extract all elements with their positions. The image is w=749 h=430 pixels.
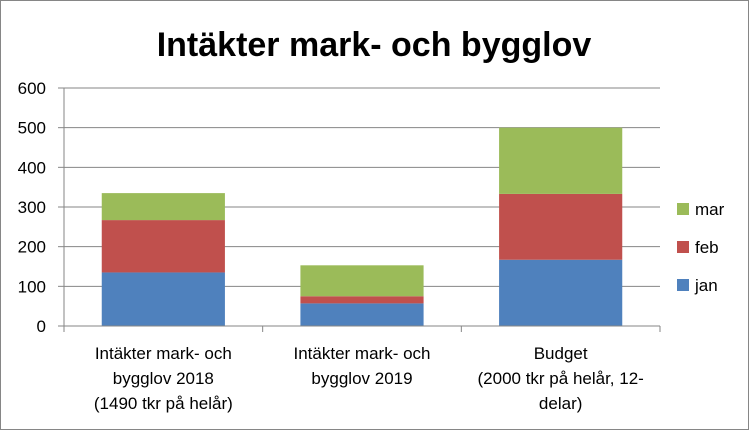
- bars: [101, 127, 623, 326]
- bar-segment-feb: [101, 220, 225, 273]
- legend-swatch-jan: [677, 279, 689, 291]
- bar-segment-mar: [300, 265, 424, 297]
- bar-segment-feb: [300, 296, 424, 304]
- legend: mar feb jan: [677, 200, 725, 295]
- bar-segment-jan: [300, 303, 424, 326]
- x-category-label: Intäkter mark- och: [95, 344, 232, 363]
- y-tick-label: 200: [18, 238, 46, 257]
- x-category-label: bygglov 2018: [113, 369, 214, 388]
- x-category-label: delar): [539, 394, 582, 413]
- y-tick-label: 400: [18, 158, 46, 177]
- bar-segment-jan: [101, 272, 225, 326]
- bar-segment-feb: [499, 193, 623, 260]
- legend-swatch-mar: [677, 203, 689, 215]
- chart-title: Intäkter mark- och bygglov: [157, 26, 592, 64]
- bar-segment-jan: [499, 259, 623, 326]
- x-category-labels: Intäkter mark- och bygglov 2018 (1490 tkr …: [94, 344, 644, 413]
- x-category-label: (1490 tkr på helår): [94, 394, 233, 413]
- y-tick-label: 500: [18, 119, 46, 138]
- legend-label-feb: feb: [695, 238, 719, 257]
- y-tick-label: 600: [18, 79, 46, 98]
- x-category-label: bygglov 2019: [311, 369, 412, 388]
- bar-segment-mar: [499, 127, 623, 194]
- x-category-label: Intäkter mark- och: [294, 344, 431, 363]
- legend-swatch-feb: [677, 241, 689, 253]
- y-tick-labels: 0 100 200 300 400 500 600: [18, 79, 64, 336]
- y-tick-label: 0: [37, 317, 46, 336]
- legend-label-jan: jan: [694, 276, 718, 295]
- y-tick-label: 300: [18, 198, 46, 217]
- legend-label-mar: mar: [695, 200, 725, 219]
- y-tick-label: 100: [18, 277, 46, 296]
- bar-segment-mar: [101, 193, 225, 221]
- x-category-label: (2000 tkr på helår, 12-: [478, 369, 644, 388]
- x-category-label: Budget: [534, 344, 588, 363]
